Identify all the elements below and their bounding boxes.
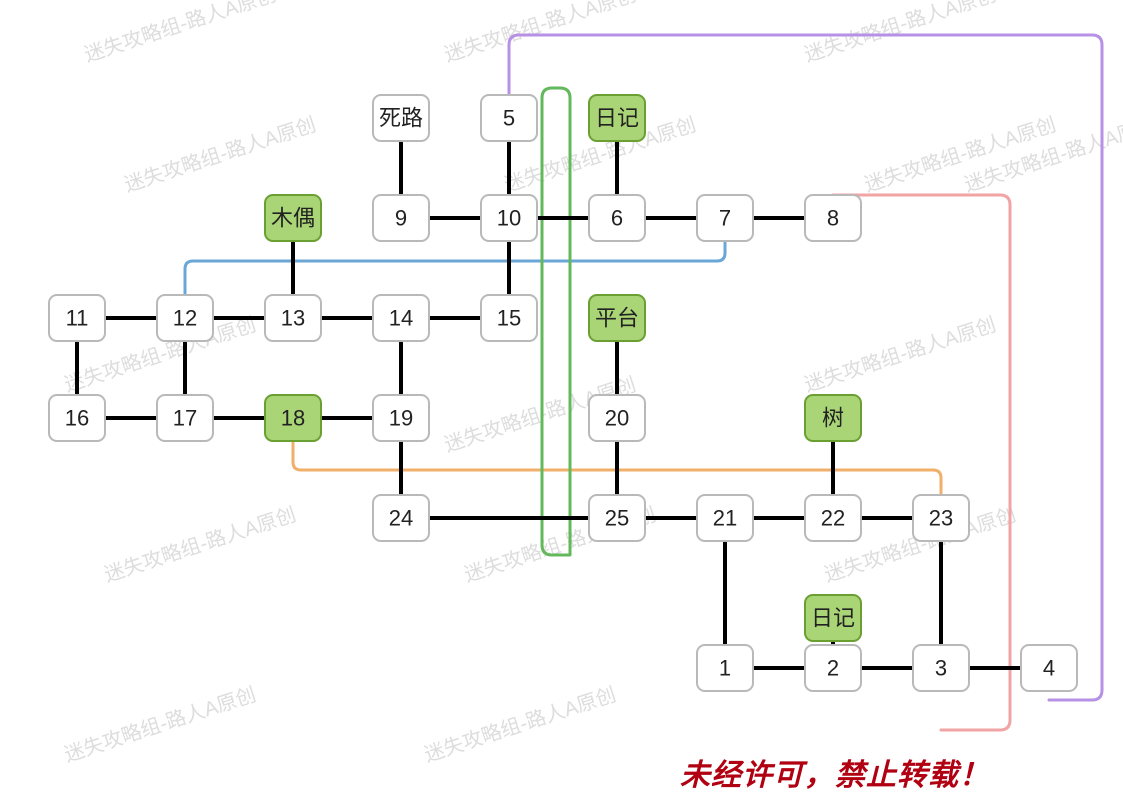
node-label: 9 [395,206,407,231]
node-n4: 4 [1021,645,1077,691]
node-label: 日记 [811,606,855,631]
node-deadend: 死路 [373,95,429,141]
node-label: 2 [827,656,839,681]
node-n15: 15 [481,295,537,341]
node-label: 19 [389,406,413,431]
node-n21: 21 [697,495,753,541]
node-label: 24 [389,506,413,531]
node-tree: 树 [805,395,861,441]
node-label: 1 [719,656,731,681]
node-n17: 17 [157,395,213,441]
node-label: 日记 [595,106,639,131]
nodes-layer: 死路5日记木偶9106781112131415平台1617181920树2425… [49,95,1077,691]
node-n16: 16 [49,395,105,441]
node-label: 23 [929,506,953,531]
node-n9: 9 [373,195,429,241]
path-blue [185,241,725,295]
copyright-notice: 未经许可，禁止转载！ [680,750,990,794]
node-n23: 23 [913,495,969,541]
node-n11: 11 [49,295,105,341]
node-n7: 7 [697,195,753,241]
node-label: 18 [281,406,305,431]
node-n13: 13 [265,295,321,341]
node-n24: 24 [373,495,429,541]
node-label: 15 [497,306,521,331]
node-n19: 19 [373,395,429,441]
node-n3: 3 [913,645,969,691]
node-n8: 8 [805,195,861,241]
node-n6: 6 [589,195,645,241]
node-label: 12 [173,306,197,331]
node-label: 死路 [379,106,423,131]
node-label: 10 [497,206,521,231]
node-n1: 1 [697,645,753,691]
node-n12: 12 [157,295,213,341]
node-label: 6 [611,206,623,231]
node-label: 22 [821,506,845,531]
node-label: 8 [827,206,839,231]
node-label: 14 [389,306,413,331]
node-n10: 10 [481,195,537,241]
node-n25: 25 [589,495,645,541]
node-label: 25 [605,506,629,531]
node-label: 20 [605,406,629,431]
node-n2: 2 [805,645,861,691]
node-label: 树 [822,406,844,431]
node-diary2: 日记 [805,595,861,641]
node-label: 平台 [595,306,639,331]
node-n20: 20 [589,395,645,441]
edges-layer [77,141,1021,668]
path-green [542,88,570,555]
node-label: 3 [935,656,947,681]
node-label: 17 [173,406,197,431]
node-label: 13 [281,306,305,331]
node-diary1: 日记 [589,95,645,141]
node-puppet: 木偶 [265,195,321,241]
node-platform: 平台 [589,295,645,341]
flowchart-diagram: 死路5日记木偶9106781112131415平台1617181920树2425… [0,0,1123,794]
node-n14: 14 [373,295,429,341]
node-label: 21 [713,506,737,531]
node-label: 木偶 [271,206,315,231]
colored-paths-layer [185,35,1102,730]
node-label: 4 [1043,656,1055,681]
node-n22: 22 [805,495,861,541]
node-n5: 5 [481,95,537,141]
node-label: 11 [66,306,89,331]
node-label: 7 [719,206,731,231]
node-label: 16 [65,406,89,431]
node-n18: 18 [265,395,321,441]
node-label: 5 [503,106,515,131]
